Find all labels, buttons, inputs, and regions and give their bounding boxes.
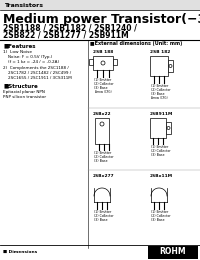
Text: Noise: F = 0.5V (Typ.): Noise: F = 0.5V (Typ.) [3, 55, 52, 59]
Text: Epitaxial planar NPN: Epitaxial planar NPN [3, 90, 45, 94]
Text: 2SBx11M: 2SBx11M [150, 174, 173, 178]
Text: (f = 1 kz = -24 / = -0.2A): (f = 1 kz = -24 / = -0.2A) [3, 60, 59, 64]
Text: (2) Collector: (2) Collector [94, 82, 114, 86]
Bar [150, 118, 166, 138]
Text: (3) Base: (3) Base [151, 218, 165, 222]
Bar [95, 118, 109, 144]
Text: PNP silicon transistor: PNP silicon transistor [3, 95, 46, 99]
Text: Transistors: Transistors [4, 3, 43, 8]
Text: (1) Emitter: (1) Emitter [151, 145, 168, 149]
Circle shape [169, 64, 172, 68]
Bar [148, 246, 198, 259]
Text: (3) Base: (3) Base [94, 86, 108, 90]
Circle shape [100, 122, 104, 126]
Text: (2) Collector: (2) Collector [151, 149, 170, 153]
Text: 2SB 188: 2SB 188 [93, 50, 113, 54]
Bar [94, 186, 110, 202]
Circle shape [167, 127, 170, 129]
Bar [166, 122, 171, 134]
Text: 1)  Low Noise: 1) Low Noise [3, 50, 32, 54]
Text: 2SBx22: 2SBx22 [93, 112, 112, 116]
Bar [93, 56, 113, 70]
Text: (3) Base: (3) Base [94, 159, 108, 163]
Bar [168, 60, 173, 72]
Text: (1) Emitter: (1) Emitter [151, 84, 168, 88]
Text: (3) Base: (3) Base [151, 153, 165, 157]
Text: 2SB1188 / 2SB1182 / 2SB1240 /: 2SB1188 / 2SB1182 / 2SB1240 / [3, 23, 137, 32]
Text: (3) Base: (3) Base [151, 92, 165, 96]
Text: 2SB911M: 2SB911M [150, 112, 173, 116]
Text: (2) Collector: (2) Collector [151, 214, 170, 218]
Bar [0, 0, 200, 10]
Text: (1) Emitter: (1) Emitter [94, 78, 111, 82]
Text: ROHM: ROHM [160, 248, 186, 257]
Text: 2SBx277: 2SBx277 [93, 174, 114, 178]
Text: (1) Emitter: (1) Emitter [151, 210, 168, 214]
Circle shape [101, 61, 105, 65]
Text: (1) Emitter: (1) Emitter [94, 151, 111, 155]
Text: 2SC1782 / 2SC1482 / 2SC499 /: 2SC1782 / 2SC1482 / 2SC499 / [3, 71, 71, 75]
Text: ■ Dimensions: ■ Dimensions [3, 250, 37, 254]
Bar [150, 56, 168, 76]
Text: (2) Collector: (2) Collector [94, 155, 114, 159]
Text: (2) Collector: (2) Collector [151, 88, 170, 92]
Text: ■Features: ■Features [3, 43, 36, 49]
Text: ■External dimensions (Unit: mm): ■External dimensions (Unit: mm) [90, 42, 182, 47]
Text: (2) Collector: (2) Collector [94, 214, 114, 218]
Text: ■Structure: ■Structure [3, 83, 38, 88]
Text: 2SB822 / 2SB1277 / 2SB911M: 2SB822 / 2SB1277 / 2SB911M [3, 30, 129, 40]
Text: Arrow (CFG): Arrow (CFG) [151, 96, 167, 100]
Text: 2)  Complements the 2SC1188 /: 2) Complements the 2SC1188 / [3, 66, 69, 70]
Text: Arrow (CFG): Arrow (CFG) [95, 90, 111, 94]
Bar [113, 59, 117, 65]
Text: (3) Base: (3) Base [94, 218, 108, 222]
Bar [89, 59, 93, 65]
Text: 2SB 182: 2SB 182 [150, 50, 170, 54]
Text: 2SC1655 / 2SC1911 / 3CS311M: 2SC1655 / 2SC1911 / 3CS311M [3, 76, 72, 80]
Text: (1) Emitter: (1) Emitter [94, 210, 111, 214]
Text: Medium power Transistor(−32V,−2A): Medium power Transistor(−32V,−2A) [3, 12, 200, 25]
Text: 215: 215 [188, 255, 196, 259]
